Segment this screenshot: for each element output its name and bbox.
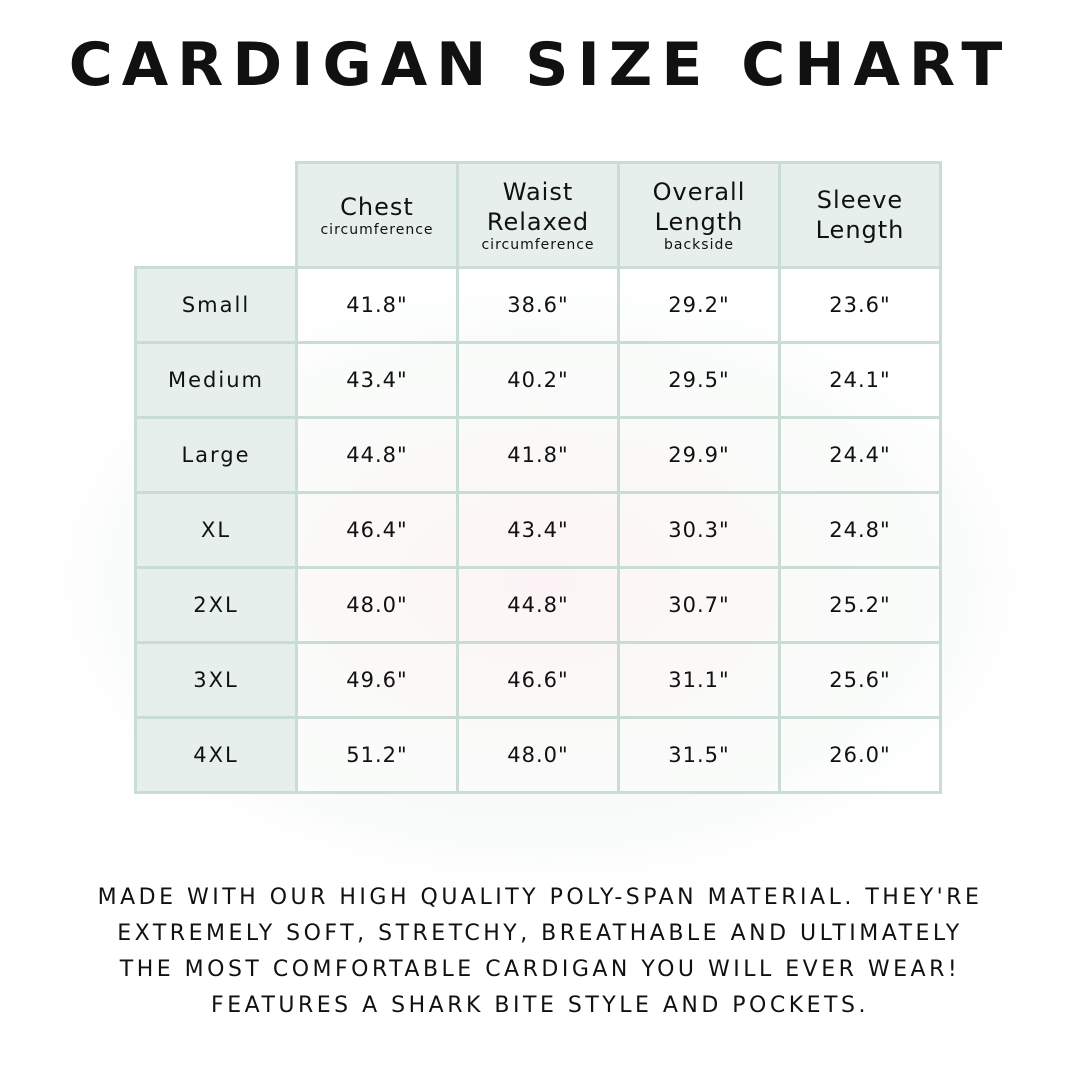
column-header: Waist Relaxed circumference <box>456 161 620 269</box>
measurement-cell: 41.8" <box>295 266 459 344</box>
measurement-cell: 25.2" <box>778 566 942 644</box>
measurement-cell: 46.6" <box>456 641 620 719</box>
description-line: Made with our high quality poly-span mat… <box>97 885 983 910</box>
measurement-cell: 30.7" <box>617 566 781 644</box>
column-header-title: Chest <box>340 193 414 221</box>
description-line: the most comfortable cardigan you will e… <box>119 957 961 982</box>
table-row: XL 46.4" 43.4" 30.3" 24.8" <box>134 491 942 569</box>
column-header-title: Length <box>815 216 905 244</box>
page-title: CARDIGAN SIZE CHART <box>68 30 1012 100</box>
corner-cell <box>135 162 298 269</box>
measurement-cell: 23.6" <box>778 266 942 344</box>
measurement-cell: 44.8" <box>295 416 459 494</box>
measurement-cell: 24.1" <box>778 341 942 419</box>
size-label: 4XL <box>134 716 298 794</box>
size-label: Medium <box>134 341 298 419</box>
measurement-cell: 49.6" <box>295 641 459 719</box>
column-header-title: Length <box>654 208 744 236</box>
column-header: Sleeve Length <box>778 161 942 269</box>
column-header-subtitle: circumference <box>320 222 434 238</box>
table-row: 3XL 49.6" 46.6" 31.1" 25.6" <box>134 641 942 719</box>
measurement-cell: 29.2" <box>617 266 781 344</box>
column-header: Chest circumference <box>295 161 459 269</box>
measurement-cell: 31.5" <box>617 716 781 794</box>
table-row: 2XL 48.0" 44.8" 30.7" 25.2" <box>134 566 942 644</box>
column-header-subtitle: backside <box>664 237 734 253</box>
measurement-cell: 43.4" <box>456 491 620 569</box>
table-row: Small 41.8" 38.6" 29.2" 23.6" <box>134 266 942 344</box>
column-header-title: Overall <box>652 178 746 206</box>
measurement-cell: 31.1" <box>617 641 781 719</box>
column-header: Overall Length backside <box>617 161 781 269</box>
measurement-cell: 24.4" <box>778 416 942 494</box>
column-header-title: Waist <box>502 178 574 206</box>
size-label: Large <box>134 416 298 494</box>
description-line: Features a shark bite style and pockets. <box>211 993 869 1018</box>
size-label: 3XL <box>134 641 298 719</box>
measurement-cell: 44.8" <box>456 566 620 644</box>
size-label: Small <box>134 266 298 344</box>
measurement-cell: 48.0" <box>456 716 620 794</box>
measurement-cell: 24.8" <box>778 491 942 569</box>
column-header-subtitle: circumference <box>481 237 595 253</box>
description: Made with our high quality poly-span mat… <box>0 880 1080 1024</box>
measurement-cell: 46.4" <box>295 491 459 569</box>
table-row: 4XL 51.2" 48.0" 31.5" 26.0" <box>134 716 942 794</box>
measurement-cell: 48.0" <box>295 566 459 644</box>
column-header-title: Relaxed <box>486 208 590 236</box>
measurement-cell: 43.4" <box>295 341 459 419</box>
measurement-cell: 51.2" <box>295 716 459 794</box>
measurement-cell: 29.9" <box>617 416 781 494</box>
measurement-cell: 25.6" <box>778 641 942 719</box>
description-line: extremely soft, stretchy, breathable and… <box>117 921 963 946</box>
column-header-title: Sleeve <box>816 186 904 214</box>
measurement-cell: 40.2" <box>456 341 620 419</box>
measurement-cell: 41.8" <box>456 416 620 494</box>
header-row: Chest circumference Waist Relaxed circumfere… <box>135 161 942 269</box>
measurement-cell: 30.3" <box>617 491 781 569</box>
size-table: Chest circumference Waist Relaxed circumfere… <box>134 161 942 794</box>
table-row: Large 44.8" 41.8" 29.9" 24.4" <box>134 416 942 494</box>
size-label: 2XL <box>134 566 298 644</box>
table-row: Medium 43.4" 40.2" 29.5" 24.1" <box>134 341 942 419</box>
measurement-cell: 38.6" <box>456 266 620 344</box>
measurement-cell: 26.0" <box>778 716 942 794</box>
measurement-cell: 29.5" <box>617 341 781 419</box>
size-label: XL <box>134 491 298 569</box>
